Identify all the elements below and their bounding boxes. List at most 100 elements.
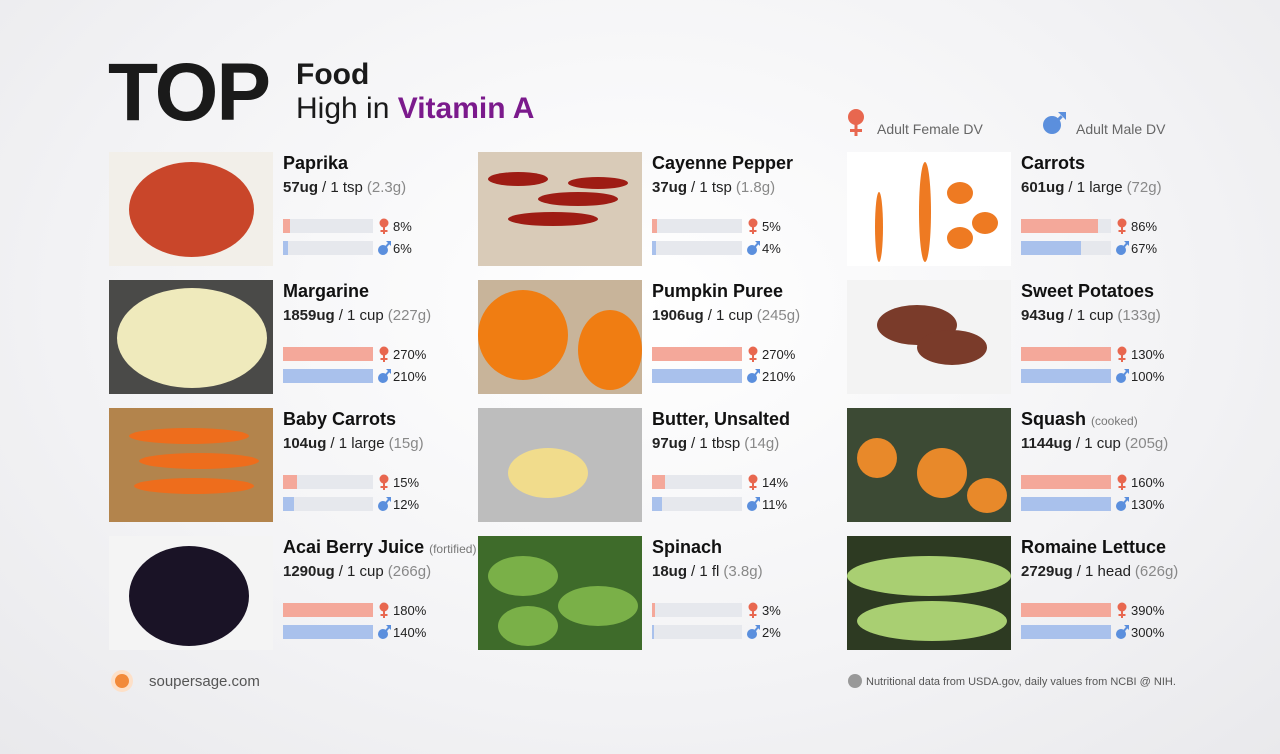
male-bar xyxy=(283,497,294,511)
food-name: Romaine Lettuce xyxy=(1021,537,1167,557)
female-bar-track xyxy=(1021,603,1111,617)
food-note: (fortified) xyxy=(429,542,477,556)
food-shape xyxy=(847,556,1011,596)
serving: / 1 tsp xyxy=(322,179,363,196)
male-bar-track xyxy=(283,625,373,639)
food-name-row: Cayenne Pepper xyxy=(652,153,793,174)
food-shape xyxy=(875,192,883,262)
female-dv-label: 3% xyxy=(762,603,781,618)
weight: (626g) xyxy=(1134,563,1179,580)
male-dv-label: 140% xyxy=(393,625,427,640)
food-shape xyxy=(919,162,931,262)
food-shape xyxy=(967,478,1007,513)
amount: 2729ug xyxy=(1021,563,1073,580)
weight: (15g) xyxy=(388,435,424,452)
serving-row: 57ug/ 1 tsp (2.3g) xyxy=(283,179,406,196)
food-name: Cayenne Pepper xyxy=(652,153,794,173)
male-dv-label: 130% xyxy=(1131,497,1165,512)
food-name: Acai Berry Juice xyxy=(283,537,425,557)
food-shape xyxy=(857,438,897,478)
male-bar-track xyxy=(283,497,373,511)
serving-row: 1859ug/ 1 cup (227g) xyxy=(283,307,431,324)
weight: (2.3g) xyxy=(366,179,407,196)
serving-row: 601ug/ 1 large (72g) xyxy=(1021,179,1162,196)
food-shape xyxy=(478,290,568,380)
male-bar xyxy=(1021,369,1111,383)
food-name-row: Butter, Unsalted xyxy=(652,409,790,430)
female-icon xyxy=(1117,602,1127,618)
male-dv-label: 12% xyxy=(393,497,420,512)
serving: / 1 fl xyxy=(691,563,720,580)
male-bar xyxy=(652,497,662,511)
male-bar-track xyxy=(652,369,742,383)
food-image xyxy=(847,280,1011,394)
male-bar xyxy=(283,241,289,255)
male-bar xyxy=(283,625,373,639)
food-shape xyxy=(117,288,267,388)
female-bar-track xyxy=(283,475,373,489)
male-icon xyxy=(1116,625,1129,639)
food-shape xyxy=(578,310,642,390)
female-dv-label: 160% xyxy=(1131,475,1165,490)
food-name-row: Paprika xyxy=(283,153,348,174)
female-bar xyxy=(652,603,655,617)
food-shape xyxy=(568,177,628,189)
food-name: Paprika xyxy=(283,153,349,173)
food-shape xyxy=(972,212,998,234)
amount: 57ug xyxy=(283,179,319,196)
amount: 1144ug xyxy=(1021,435,1072,452)
food-name-row: Squash (cooked) xyxy=(1021,409,1138,430)
female-dv-label: 270% xyxy=(393,347,427,362)
food-name-row: Baby Carrots xyxy=(283,409,396,430)
serving: / 1 cup xyxy=(1068,307,1114,324)
male-bar xyxy=(652,625,654,639)
subtitle-line2: High in Vitamin A xyxy=(296,92,534,126)
female-bar-track xyxy=(1021,347,1111,361)
male-dv-label: 210% xyxy=(762,369,796,384)
serving-row: 1906ug/ 1 cup (245g) xyxy=(652,307,800,324)
female-bar xyxy=(652,475,665,489)
male-bar-track xyxy=(283,241,373,255)
male-bar-track xyxy=(652,625,742,639)
female-dv-label: 14% xyxy=(762,475,789,490)
female-icon xyxy=(748,602,758,618)
amount: 1859ug xyxy=(283,307,335,324)
subtitle-prefix: High in xyxy=(296,92,390,125)
food-name: Butter, Unsalted xyxy=(652,409,791,429)
food-shape xyxy=(139,453,259,469)
food-shape xyxy=(508,212,598,226)
food-shape xyxy=(947,182,973,204)
male-bar-track xyxy=(1021,369,1111,383)
weight: (245g) xyxy=(756,307,801,324)
weight: (3.8g) xyxy=(723,563,763,580)
female-icon xyxy=(1117,474,1127,490)
male-icon xyxy=(747,625,760,639)
amount: 943ug xyxy=(1021,307,1065,324)
food-shape xyxy=(129,428,249,444)
male-dv-label: 67% xyxy=(1131,241,1158,256)
food-shape xyxy=(857,601,1007,641)
male-bar xyxy=(1021,625,1111,639)
female-bar xyxy=(283,475,297,489)
site-name: soupersage.com xyxy=(149,673,260,690)
food-name: Carrots xyxy=(1021,153,1086,173)
food-name: Spinach xyxy=(652,537,723,557)
food-name-row: Pumpkin Puree xyxy=(652,281,783,302)
female-bar-track xyxy=(652,603,742,617)
serving: / 1 large xyxy=(330,435,385,452)
serving: / 1 cup xyxy=(338,563,384,580)
weight: (72g) xyxy=(1126,179,1162,196)
serving: / 1 head xyxy=(1076,563,1131,580)
female-bar xyxy=(1021,347,1111,361)
female-bar-track xyxy=(652,475,742,489)
male-icon xyxy=(378,625,391,639)
serving-row: 943ug/ 1 cup (133g) xyxy=(1021,307,1161,324)
female-bar-track xyxy=(283,347,373,361)
serving-row: 104ug/ 1 large (15g) xyxy=(283,435,424,452)
serving-row: 2729ug/ 1 head (626g) xyxy=(1021,563,1178,580)
food-image xyxy=(109,408,273,522)
food-shape xyxy=(538,192,618,206)
food-name-row: Acai Berry Juice (fortified) xyxy=(283,537,476,558)
female-icon xyxy=(379,474,389,490)
